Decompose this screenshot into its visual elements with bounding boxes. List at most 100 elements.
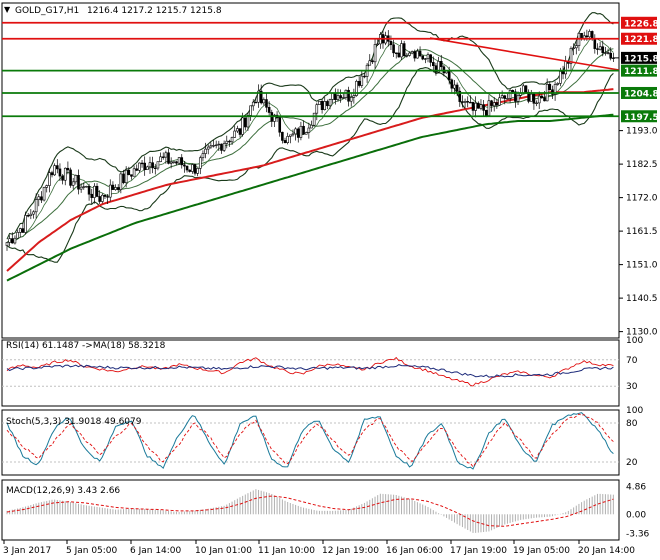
candle-body[interactable]: [296, 128, 300, 138]
candle-body[interactable]: [323, 101, 327, 110]
candle-body[interactable]: [138, 162, 141, 171]
candle-body[interactable]: [408, 52, 411, 56]
candle-body[interactable]: [564, 61, 567, 75]
candle-body[interactable]: [606, 52, 610, 54]
candle-body[interactable]: [522, 85, 525, 94]
candle-body[interactable]: [344, 89, 348, 98]
candle-body[interactable]: [286, 136, 289, 143]
candle-body[interactable]: [461, 101, 464, 103]
candle-body[interactable]: [368, 60, 372, 66]
candle-body[interactable]: [561, 71, 565, 75]
candle-body[interactable]: [61, 175, 64, 181]
candle-body[interactable]: [188, 169, 191, 172]
candle-body[interactable]: [487, 100, 491, 116]
candle-body[interactable]: [304, 132, 308, 135]
candle-body[interactable]: [233, 130, 237, 138]
candle-body[interactable]: [273, 114, 276, 122]
candle-body[interactable]: [122, 173, 125, 184]
candle-body[interactable]: [79, 186, 83, 190]
candle-body[interactable]: [37, 196, 41, 200]
candle-body[interactable]: [180, 157, 184, 166]
candle-body[interactable]: [42, 187, 46, 201]
price-pane[interactable]: 1130.0 1140.5 1151.0 1161.5 1172.0 1182.5 1193…: [1, 2, 659, 339]
candle-body[interactable]: [257, 90, 260, 103]
candle-body[interactable]: [209, 145, 213, 148]
candle-body[interactable]: [320, 100, 324, 110]
candle-body[interactable]: [355, 80, 358, 96]
candle-body[interactable]: [236, 128, 239, 132]
candle-body[interactable]: [225, 140, 229, 144]
candle-body[interactable]: [74, 175, 78, 183]
candle-body[interactable]: [490, 100, 493, 107]
candle-body[interactable]: [217, 143, 221, 146]
candle-body[interactable]: [307, 127, 311, 133]
descending-trendline[interactable]: [429, 37, 620, 71]
candle-body[interactable]: [482, 104, 485, 111]
candle-body[interactable]: [588, 31, 591, 38]
candle-body[interactable]: [206, 146, 210, 150]
candle-body[interactable]: [511, 90, 515, 93]
candle-body[interactable]: [40, 196, 43, 201]
candle-body[interactable]: [389, 41, 393, 46]
candle-body[interactable]: [251, 101, 255, 107]
candle-body[interactable]: [498, 97, 501, 106]
candle-body[interactable]: [159, 156, 162, 162]
candle-body[interactable]: [214, 144, 218, 147]
candle-body[interactable]: [114, 187, 117, 190]
candle-body[interactable]: [196, 168, 199, 174]
candle-body[interactable]: [283, 140, 287, 143]
candle-body[interactable]: [254, 101, 258, 104]
candle-body[interactable]: [363, 75, 366, 78]
candle-body[interactable]: [130, 174, 133, 177]
candle-body[interactable]: [161, 156, 165, 158]
candle-body[interactable]: [5, 242, 9, 246]
candle-body[interactable]: [164, 152, 168, 158]
candle-body[interactable]: [339, 95, 342, 99]
candle-body[interactable]: [69, 169, 72, 186]
candle-body[interactable]: [185, 165, 189, 171]
candle-body[interactable]: [148, 162, 152, 168]
candle-body[interactable]: [278, 117, 282, 133]
candle-body[interactable]: [569, 48, 573, 64]
candle-body[interactable]: [400, 43, 403, 58]
candle-body[interactable]: [347, 89, 350, 102]
candle-body[interactable]: [294, 128, 297, 135]
candle-body[interactable]: [471, 102, 475, 111]
candle-body[interactable]: [590, 31, 594, 40]
candle-body[interactable]: [535, 102, 538, 105]
candle-body[interactable]: [34, 199, 38, 213]
candle-body[interactable]: [336, 95, 340, 100]
candle-body[interactable]: [135, 168, 139, 171]
candle-body[interactable]: [503, 95, 507, 99]
candle-body[interactable]: [585, 35, 589, 38]
candle-body[interactable]: [8, 238, 11, 243]
candle-body[interactable]: [13, 237, 17, 244]
candle-body[interactable]: [598, 46, 602, 50]
rsi-pane[interactable]: 30 70 100: [1, 336, 643, 407]
candle-body[interactable]: [29, 213, 33, 216]
candle-body[interactable]: [140, 162, 144, 165]
candle-body[interactable]: [98, 196, 101, 202]
candle-body[interactable]: [495, 102, 499, 106]
candle-body[interactable]: [95, 185, 99, 197]
candle-body[interactable]: [291, 133, 295, 136]
candle-body[interactable]: [66, 167, 70, 171]
candle-body[interactable]: [328, 99, 332, 107]
candle-body[interactable]: [514, 91, 517, 102]
candle-body[interactable]: [371, 60, 374, 63]
candle-body[interactable]: [392, 44, 395, 54]
candle-body[interactable]: [177, 157, 181, 164]
candle-body[interactable]: [429, 54, 432, 63]
candle-body[interactable]: [437, 61, 440, 73]
candle-body[interactable]: [24, 215, 27, 233]
candle-body[interactable]: [238, 128, 242, 135]
candle-body[interactable]: [553, 84, 557, 95]
candle-body[interactable]: [463, 101, 467, 103]
candle-body[interactable]: [198, 157, 202, 169]
candle-body[interactable]: [458, 90, 462, 102]
candle-body[interactable]: [302, 125, 305, 135]
candle-body[interactable]: [434, 65, 438, 73]
candle-body[interactable]: [249, 105, 252, 116]
candle-body[interactable]: [220, 143, 223, 151]
